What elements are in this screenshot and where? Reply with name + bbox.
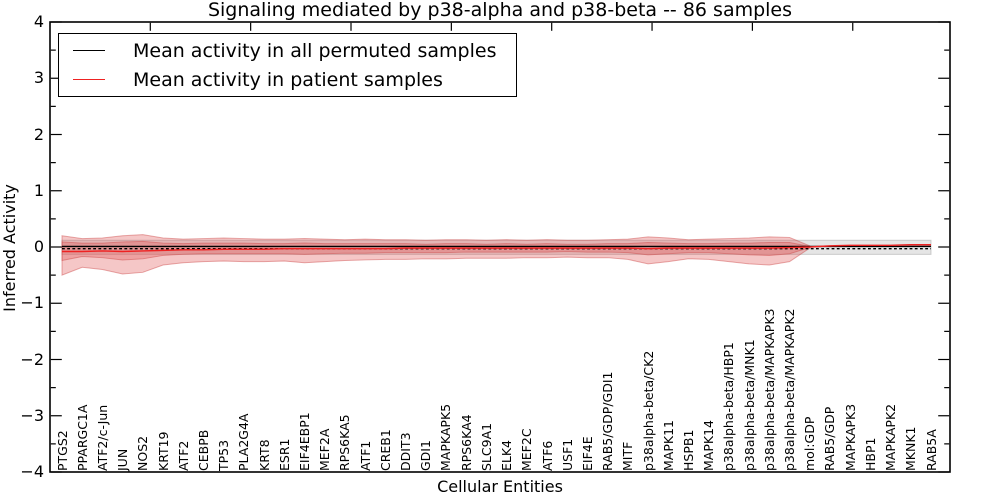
- patient-band-outer: [61, 234, 811, 276]
- x-tick-label: PTGS2: [54, 430, 70, 471]
- y-tick-label: 2: [33, 124, 44, 144]
- x-tick-label: ATF2/c-Jun: [94, 404, 110, 471]
- x-tick-label: MKNK1: [903, 426, 919, 471]
- x-tick-label: HSPB1: [680, 429, 696, 471]
- x-tick-label: ELK4: [499, 439, 515, 471]
- x-tick-label: p38alpha-beta/HBP1: [721, 342, 737, 471]
- y-tick-label: 0: [33, 237, 44, 256]
- x-tick-label: ATF2: [175, 440, 191, 471]
- legend-label-patient: Mean activity in patient samples: [133, 68, 443, 91]
- x-tick-label: EIF4EBP1: [297, 412, 312, 471]
- x-tick-label: ATF1: [357, 440, 373, 471]
- y-tick-label: 1: [33, 180, 44, 200]
- legend-item-permuted: Mean activity in all permuted samples: [59, 36, 516, 65]
- y-tick-label: −1: [20, 293, 44, 313]
- x-tick-label: KRT19: [155, 431, 171, 471]
- x-tick-label: RPS6KA4: [458, 414, 474, 471]
- x-tick-label: USF1: [559, 438, 575, 471]
- x-tick-label: PLA2G4A: [236, 413, 252, 471]
- x-tick-label: MAPK11: [660, 420, 676, 471]
- x-tick-label: CEBPB: [195, 429, 211, 471]
- red-line-swatch: [73, 79, 105, 80]
- y-tick-label: 3: [33, 68, 44, 88]
- x-ticks-top: [149, 22, 854, 31]
- x-axis-label: Cellular Entities: [437, 477, 563, 496]
- x-tick-label: GDI1: [418, 440, 434, 471]
- legend-label-permuted: Mean activity in all permuted samples: [133, 39, 497, 62]
- x-tick-label: p38alpha-beta/MAPKAPK2: [782, 308, 798, 472]
- x-tick-label: MEF2A: [317, 428, 333, 471]
- x-tick-label: p38alpha-beta/CK2: [640, 350, 656, 471]
- y-tick-label: −2: [20, 349, 44, 369]
- x-tick-label: RAB5/GDP/GDI1: [600, 371, 616, 471]
- legend: Mean activity in all permuted samples Me…: [58, 33, 517, 97]
- x-tick-label: MAPKAPK5: [438, 403, 454, 471]
- y-tick-label: 4: [33, 12, 44, 31]
- chart-title: Signaling mediated by p38-alpha and p38-…: [207, 0, 793, 21]
- permuted-range-band: [61, 239, 932, 255]
- x-tick-label: RAB5/GDP: [822, 406, 838, 471]
- x-tick-label: CREB1: [377, 429, 393, 471]
- series-line-2: [62, 244, 931, 253]
- x-tick-label: EIF4E: [579, 436, 595, 471]
- x-tick-label: RPS6KA5: [337, 414, 353, 471]
- y-ticks: [50, 21, 950, 473]
- x-tick-label: SLC9A1: [478, 422, 494, 471]
- x-tick-label: ATF6: [539, 440, 555, 471]
- x-tick-label: p38alpha-beta/MAPKAPK3: [761, 308, 777, 472]
- y-tick-label: −4: [20, 462, 44, 481]
- x-tick-label: HBP1: [862, 437, 878, 471]
- x-tick-label: mol:GDP: [802, 416, 818, 471]
- x-tick-label: MEF2C: [519, 428, 535, 471]
- x-tick-label: MAPKAPK3: [842, 403, 858, 471]
- x-tick-label: TP53: [216, 439, 232, 471]
- x-tick-label: KRT8: [256, 439, 272, 471]
- x-tick-label: p38alpha-beta/MNK1: [741, 339, 757, 471]
- x-tick-label: JUN: [115, 448, 131, 471]
- x-tick-label: MAPKAPK2: [883, 403, 899, 471]
- x-tick-label: DDIT3: [398, 432, 414, 471]
- axes-frame: [49, 21, 951, 473]
- x-tick-label: MAPK14: [701, 420, 717, 471]
- x-tick-label: RAB5A: [923, 429, 939, 471]
- x-tick-label: MITF: [620, 441, 636, 471]
- x-tick-label: ESR1: [276, 438, 292, 471]
- legend-item-patient: Mean activity in patient samples: [59, 65, 516, 94]
- x-tick-label: NOS2: [135, 435, 151, 471]
- black-line-swatch: [73, 50, 105, 51]
- x-tick-label: PPARGC1A: [74, 404, 90, 471]
- y-tick-label: −3: [20, 405, 44, 425]
